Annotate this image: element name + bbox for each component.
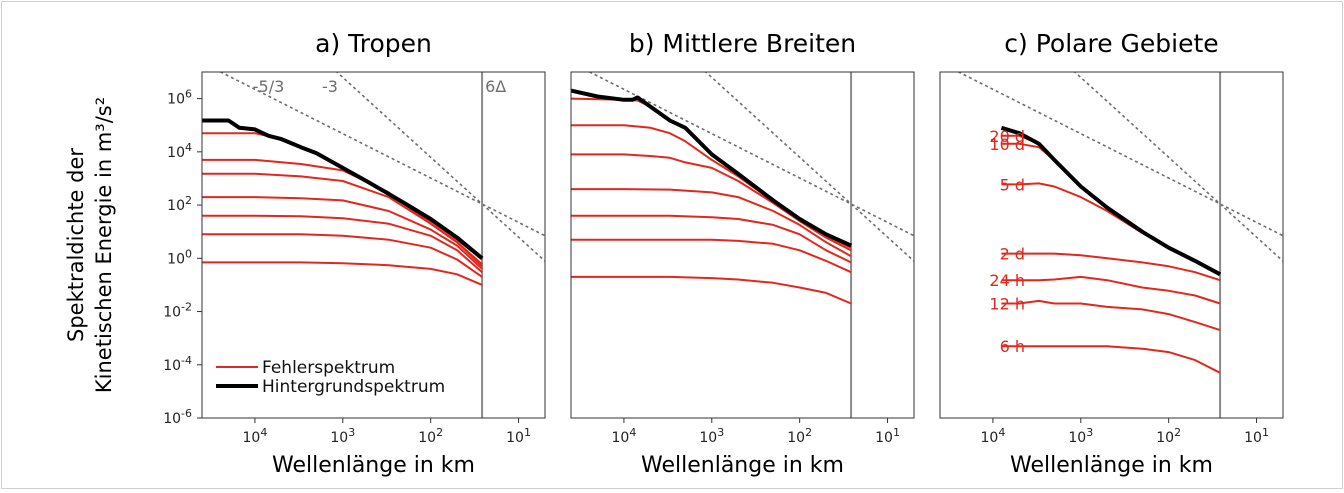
reference-line-slope-1 (218, 72, 545, 237)
y-tick-label: 10-6 (163, 407, 192, 427)
reference-line-label: -5/3 (253, 77, 285, 96)
series-label: 10 d (989, 135, 1025, 154)
error-spectrum-line (571, 188, 852, 258)
axes-frame (201, 71, 546, 419)
error-spectrum-line (202, 214, 483, 273)
x-tick-label: 101 (875, 426, 900, 446)
series-label: 5 d (1000, 175, 1025, 194)
series-label: 24 h (989, 271, 1025, 290)
error-spectrum-line (202, 196, 483, 270)
x-tick-label: 103 (1068, 426, 1093, 446)
series-label: 20 d (989, 127, 1025, 146)
x-axis-label: Wellenlänge in km (1010, 453, 1213, 478)
resolution-label: 6Δ (485, 77, 506, 96)
y-tick-label: 102 (167, 194, 192, 214)
panel-title: c) Polare Gebiete (1004, 29, 1218, 58)
reference-line-slope-1 (587, 72, 914, 237)
x-tick-label: 102 (1156, 426, 1181, 446)
legend-error-label: Fehlerspektrum (262, 358, 395, 378)
y-axis-label-line1: Spektraldichte der (64, 148, 88, 342)
error-spectrum-line (571, 275, 852, 305)
plot-area (571, 72, 914, 418)
series-label: 2 d (1000, 245, 1025, 264)
y-axis-label-line2: Kinetischen Energie in m³/s² (92, 97, 116, 393)
y-tick-label: 104 (167, 141, 192, 161)
series-label: 12 h (989, 295, 1025, 314)
x-tick-label: 104 (242, 426, 267, 446)
error-spectrum-line (1001, 345, 1221, 374)
panel-title: a) Tropen (315, 29, 432, 58)
y-tick-label: 106 (167, 88, 192, 108)
y-tick-label: 10-2 (163, 301, 192, 321)
plot-area (956, 72, 1283, 418)
background-spectrum-line (1000, 125, 1222, 277)
x-tick-label: 102 (418, 426, 443, 446)
error-spectrum-line (1001, 252, 1221, 282)
error-spectrum-line (571, 238, 852, 274)
reference-line-label: -3 (322, 77, 338, 96)
x-axis-label: Wellenlänge in km (272, 453, 475, 478)
x-tick-label: 101 (1244, 426, 1269, 446)
error-spectrum-line (202, 233, 483, 278)
reference-line-slope-1 (956, 72, 1283, 237)
x-tick-label: 101 (506, 426, 531, 446)
x-tick-label: 104 (980, 426, 1005, 446)
panel-title: b) Mittlere Breiten (629, 29, 856, 58)
error-spectrum-line (1001, 299, 1221, 332)
error-spectrum-line (571, 153, 852, 252)
error-spectrum-line (571, 214, 852, 264)
error-spectrum-line (202, 261, 483, 286)
legend-background-label: Hintergrundspektrum (262, 377, 445, 397)
error-spectrum-line (1001, 275, 1221, 305)
x-tick-label: 103 (330, 426, 355, 446)
axes-frame (570, 71, 915, 419)
series-label: 6 h (1000, 337, 1025, 356)
background-spectrum-line (202, 118, 484, 260)
panel-a: a) Tropen Wellenlänge in km -5/3 -3 6Δ 104 103… (163, 29, 546, 478)
background-spectrum-line (571, 88, 852, 248)
axes-frame (939, 71, 1284, 419)
x-axis-label: Wellenlänge in km (641, 453, 844, 478)
error-spectrum-line (202, 172, 483, 268)
y-tick-label: 100 (167, 247, 192, 267)
plot-area (202, 72, 545, 418)
x-tick-label: 103 (699, 426, 724, 446)
y-tick-label: 10-4 (163, 354, 192, 374)
x-tick-label: 104 (611, 426, 636, 446)
x-tick-label: 102 (787, 426, 812, 446)
